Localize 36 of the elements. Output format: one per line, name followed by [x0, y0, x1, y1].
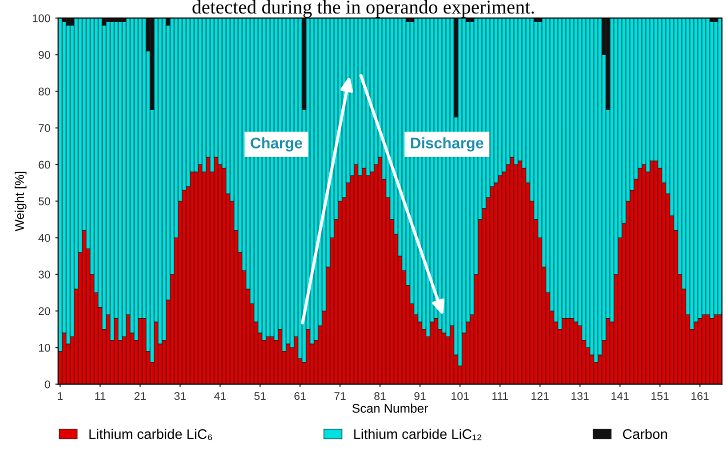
- legend-label: Carbon: [623, 428, 667, 440]
- y-tick-label: 40: [38, 234, 50, 242]
- x-tick-label: 91: [414, 392, 426, 400]
- x-axis-title: Scan Number: [352, 404, 428, 413]
- y-tick-label: 90: [38, 50, 50, 59]
- legend-label: Lithium carbide LiC₆: [89, 428, 212, 440]
- y-tick-label: 0: [44, 380, 50, 388]
- x-tick-label: 11: [95, 392, 106, 400]
- text: detected during the in operando experiment.: [192, 0, 534, 18]
- y-tick-label: 20: [38, 307, 50, 316]
- y-tick-label: 30: [38, 270, 50, 278]
- annotation: Charge: [250, 137, 302, 152]
- x-tick-label: 21: [134, 392, 146, 400]
- x-tick-label: 111: [492, 392, 508, 400]
- y-axis-title: Weight [%]: [14, 172, 26, 232]
- x-tick-label: 31: [174, 392, 186, 400]
- x-tick-label: 51: [254, 392, 266, 400]
- y-tick-label: 70: [38, 124, 50, 132]
- x-tick-label: 121: [532, 392, 549, 400]
- y-tick-label: 50: [38, 197, 50, 206]
- x-tick-label: 61: [294, 392, 306, 400]
- y-tick-label: 10: [39, 344, 50, 352]
- x-tick-label: 161: [692, 392, 709, 400]
- legend-label: Lithium carbide LiC₁₂: [354, 428, 482, 440]
- x-tick-label: 101: [452, 392, 469, 400]
- y-tick-label: 100: [32, 14, 50, 22]
- x-tick-label: 71: [334, 392, 346, 400]
- y-tick-label: 80: [38, 88, 50, 96]
- annotation: Discharge: [411, 137, 484, 152]
- x-tick-label: 41: [214, 392, 226, 400]
- x-tick-label: 151: [652, 392, 669, 400]
- x-tick-label: 131: [572, 392, 589, 400]
- y-tick-label: 60: [38, 160, 50, 169]
- x-tick-label: 81: [374, 392, 386, 400]
- x-tick-label: 1: [58, 392, 63, 400]
- x-tick-label: 141: [612, 392, 629, 400]
